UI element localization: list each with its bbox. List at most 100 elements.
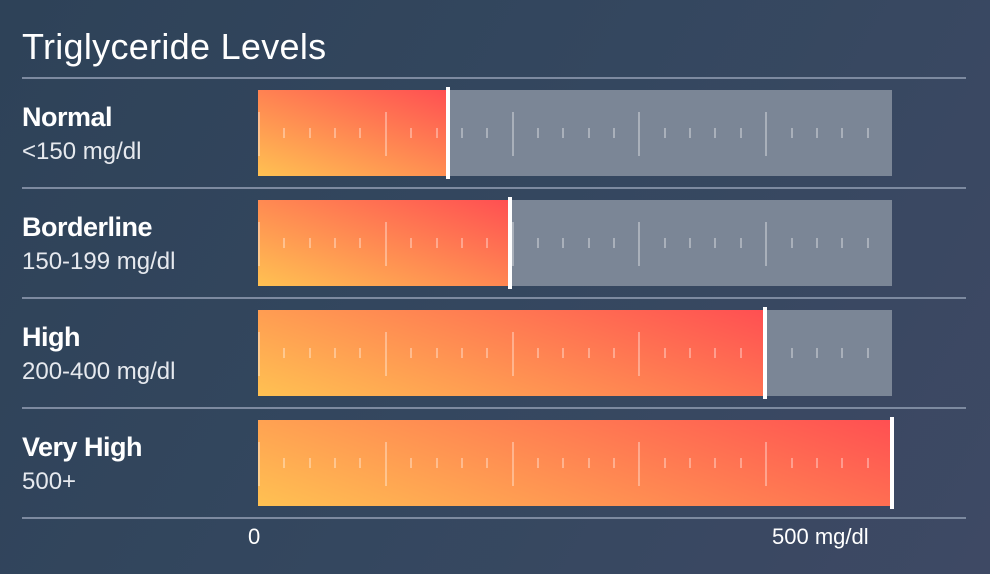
bar-row: High 200-400 mg/dl xyxy=(0,298,990,408)
minor-tick xyxy=(359,128,362,138)
bar-track xyxy=(258,307,892,399)
bar-fill xyxy=(258,310,766,396)
minor-tick xyxy=(714,238,717,248)
major-tick xyxy=(384,442,387,486)
minor-tick xyxy=(587,128,590,138)
minor-tick xyxy=(689,238,692,248)
range-label: 500+ xyxy=(22,468,77,495)
minor-tick xyxy=(841,458,844,468)
x-tick-label-max: 500 mg/dl xyxy=(772,524,869,549)
minor-tick xyxy=(815,238,818,248)
value-marker xyxy=(890,417,894,509)
minor-tick xyxy=(536,238,539,248)
divider xyxy=(22,187,966,189)
minor-tick xyxy=(283,128,286,138)
minor-tick xyxy=(283,458,286,468)
minor-tick xyxy=(866,458,869,468)
minor-tick xyxy=(866,128,869,138)
minor-tick xyxy=(486,348,489,358)
minor-tick xyxy=(536,128,539,138)
x-tick-label-min: 0 xyxy=(248,524,261,549)
minor-tick xyxy=(308,458,311,468)
major-tick xyxy=(765,112,768,156)
bar-track xyxy=(258,87,892,179)
minor-tick xyxy=(790,128,793,138)
major-tick xyxy=(511,112,514,156)
major-tick xyxy=(384,222,387,266)
major-tick xyxy=(765,222,768,266)
minor-tick xyxy=(841,128,844,138)
minor-tick xyxy=(739,128,742,138)
major-tick xyxy=(638,332,641,376)
value-marker xyxy=(763,307,768,399)
minor-tick xyxy=(587,348,590,358)
minor-tick xyxy=(689,458,692,468)
minor-tick xyxy=(866,348,869,358)
minor-tick xyxy=(308,128,311,138)
minor-tick xyxy=(714,348,717,358)
minor-tick xyxy=(486,238,489,248)
minor-tick xyxy=(562,128,565,138)
major-tick xyxy=(511,332,514,376)
minor-tick xyxy=(536,458,539,468)
major-tick xyxy=(384,332,387,376)
minor-tick xyxy=(334,128,337,138)
minor-tick xyxy=(536,348,539,358)
minor-tick xyxy=(460,348,463,358)
minor-tick xyxy=(663,128,666,138)
bar-fill xyxy=(258,90,449,176)
major-tick xyxy=(638,222,641,266)
minor-tick xyxy=(283,238,286,248)
category-label: High xyxy=(22,322,81,352)
minor-tick xyxy=(410,458,413,468)
major-tick xyxy=(258,442,260,486)
minor-tick xyxy=(815,128,818,138)
minor-tick xyxy=(435,348,438,358)
minor-tick xyxy=(460,238,463,248)
major-tick xyxy=(258,112,260,156)
minor-tick xyxy=(613,348,616,358)
minor-tick xyxy=(486,128,489,138)
range-label: <150 mg/dl xyxy=(22,138,142,165)
bar-row: Very High 500+ xyxy=(0,408,990,518)
major-tick xyxy=(511,442,514,486)
minor-tick xyxy=(841,238,844,248)
minor-tick xyxy=(613,238,616,248)
minor-tick xyxy=(689,128,692,138)
minor-tick xyxy=(739,348,742,358)
bar-track xyxy=(258,197,892,289)
divider xyxy=(22,297,966,299)
minor-tick xyxy=(410,238,413,248)
minor-tick xyxy=(435,238,438,248)
minor-tick xyxy=(841,348,844,358)
chart-title: Triglyceride Levels xyxy=(22,26,327,67)
divider xyxy=(22,77,966,79)
value-marker xyxy=(446,87,451,179)
minor-tick xyxy=(790,348,793,358)
bar-fill xyxy=(258,200,511,286)
minor-tick xyxy=(714,128,717,138)
minor-tick xyxy=(435,128,438,138)
minor-tick xyxy=(460,128,463,138)
minor-tick xyxy=(613,128,616,138)
minor-tick xyxy=(815,348,818,358)
major-tick xyxy=(258,222,260,266)
range-label: 150-199 mg/dl xyxy=(22,248,176,275)
minor-tick xyxy=(613,458,616,468)
minor-tick xyxy=(410,128,413,138)
major-tick xyxy=(384,112,387,156)
minor-tick xyxy=(815,458,818,468)
minor-tick xyxy=(359,348,362,358)
minor-tick xyxy=(790,238,793,248)
minor-tick xyxy=(562,458,565,468)
major-tick xyxy=(765,442,768,486)
value-marker xyxy=(508,197,513,289)
minor-tick xyxy=(663,458,666,468)
category-label: Normal xyxy=(22,102,113,132)
major-tick xyxy=(638,112,641,156)
minor-tick xyxy=(663,348,666,358)
divider xyxy=(22,407,966,409)
minor-tick xyxy=(739,458,742,468)
minor-tick xyxy=(562,238,565,248)
minor-tick xyxy=(308,348,311,358)
